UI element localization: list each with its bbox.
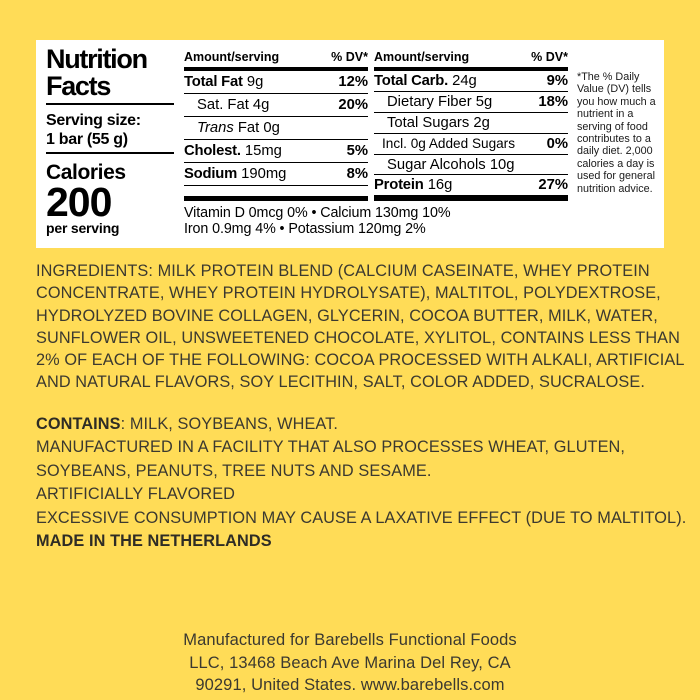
serving-size: Serving size: 1 bar (55 g) (46, 112, 174, 149)
ingredients-line: SUNFLOWER OIL, UNSWEETENED CHOCOLATE, XY… (36, 328, 680, 347)
ingredients-line: AND NATURAL FLAVORS, SOY LECITHIN, SALT,… (36, 373, 645, 392)
ingredients-line: CONCENTRATE, WHEY PROTEIN HYDROLYSATE), … (36, 284, 661, 303)
nutrient-row-total-sugars: Total Sugars 2g (374, 113, 568, 134)
column-1-header: Amount/serving % DV* (184, 50, 368, 71)
facility-line: MANUFACTURED IN A FACILITY THAT ALSO PRO… (36, 438, 626, 457)
nutrient-row-total-fat: Total Fat 9g 12% (184, 71, 368, 94)
nutrition-facts-panel: Nutrition Facts Serving size: 1 bar (55 … (36, 40, 664, 248)
nutrition-facts-title: Nutrition Facts (46, 46, 174, 100)
ingredients-paragraph: INGREDIENTS: MILK PROTEIN BLEND (CALCIUM… (36, 260, 686, 394)
header-percent-dv: % DV* (531, 50, 568, 64)
divider-rule (46, 103, 174, 105)
vitamins-line-2: Iron 0.9mg 4% • Potassium 120mg 2% (184, 220, 426, 237)
nutrient-row-sodium: Sodium 190mg 8% (184, 163, 368, 186)
serving-size-value: 1 bar (55 g) (46, 130, 128, 148)
title-line-1: Nutrition (46, 44, 148, 74)
calories-value: 200 (46, 179, 112, 225)
made-in-line: MADE IN THE NETHERLANDS (36, 532, 272, 551)
title-line-2: Facts (46, 71, 111, 101)
nutrient-row-dietary-fiber: Dietary Fiber 5g 18% (374, 92, 568, 113)
nutrient-row-total-carb: Total Carb. 24g 9% (374, 71, 568, 92)
manufacturer-info: Manufactured for Barebells Functional Fo… (0, 629, 700, 697)
spacer (184, 186, 368, 196)
nutrients-column-2: Amount/serving % DV* Total Carb. 24g 9% … (374, 50, 568, 202)
column-2-header: Amount/serving % DV* (374, 50, 568, 71)
daily-value-footnote: *The % Daily Value (DV) tells you how mu… (577, 71, 656, 195)
laxative-warning-line: EXCESSIVE CONSUMPTION MAY CAUSE A LAXATI… (36, 508, 687, 527)
manufacturer-line: Manufactured for Barebells Functional Fo… (183, 631, 517, 649)
nutrient-row-cholesterol: Cholest. 15mg 5% (184, 140, 368, 163)
thick-rule (184, 196, 368, 201)
calories-label: Calories (46, 161, 126, 184)
facility-line: SOYBEANS, PEANUTS, TREE NUTS AND SESAME. (36, 461, 432, 480)
contains-line: CONTAINS: MILK, SOYBEANS, WHEAT. (36, 415, 339, 433)
nutrient-row-sat-fat: Sat. Fat 4g 20% (184, 94, 368, 117)
manufacturer-line: LLC, 13468 Beach Ave Marina Del Rey, CA (189, 653, 511, 672)
serving-size-label: Serving size: (46, 112, 141, 129)
allergen-statements: CONTAINS: MILK, SOYBEANS, WHEAT. MANUFAC… (36, 413, 686, 553)
artificially-flavored-line: ARTIFICIALLY FLAVORED (36, 485, 236, 504)
ingredients-line: 2% OF EACH OF THE FOLLOWING: COCOA PROCE… (36, 351, 685, 370)
nutrient-row-added-sugars: Incl. 0g Added Sugars 0% (374, 134, 568, 155)
header-percent-dv: % DV* (331, 50, 368, 64)
divider-rule (46, 152, 174, 154)
header-amount-serving: Amount/serving (374, 50, 470, 64)
vitamins-minerals: Vitamin D 0mcg 0% • Calcium 130mg 10% Ir… (184, 205, 584, 238)
vitamins-line-1: Vitamin D 0mcg 0% • Calcium 130mg 10% (184, 205, 451, 221)
nutrient-row-protein: Protein 16g 27% (374, 175, 568, 197)
ingredients-line: HYDROLYZED BOVINE COLLAGEN, GLYCERIN, CO… (36, 306, 658, 325)
nutrient-row-trans-fat: Trans Fat 0g (184, 117, 368, 140)
nutrition-facts-left-block: Nutrition Facts Serving size: 1 bar (55 … (46, 46, 174, 236)
header-amount-serving: Amount/serving (184, 50, 280, 64)
nutrient-row-sugar-alcohols: Sugar Alcohols 10g (374, 155, 568, 176)
manufacturer-line: 90291, United States. www.barebells.com (195, 676, 505, 694)
thick-rule (374, 196, 568, 202)
calories-per-serving: per serving (46, 220, 120, 236)
ingredients-line: INGREDIENTS: MILK PROTEIN BLEND (CALCIUM… (36, 262, 650, 280)
nutrients-column-1: Amount/serving % DV* Total Fat 9g 12% Sa… (184, 50, 368, 201)
